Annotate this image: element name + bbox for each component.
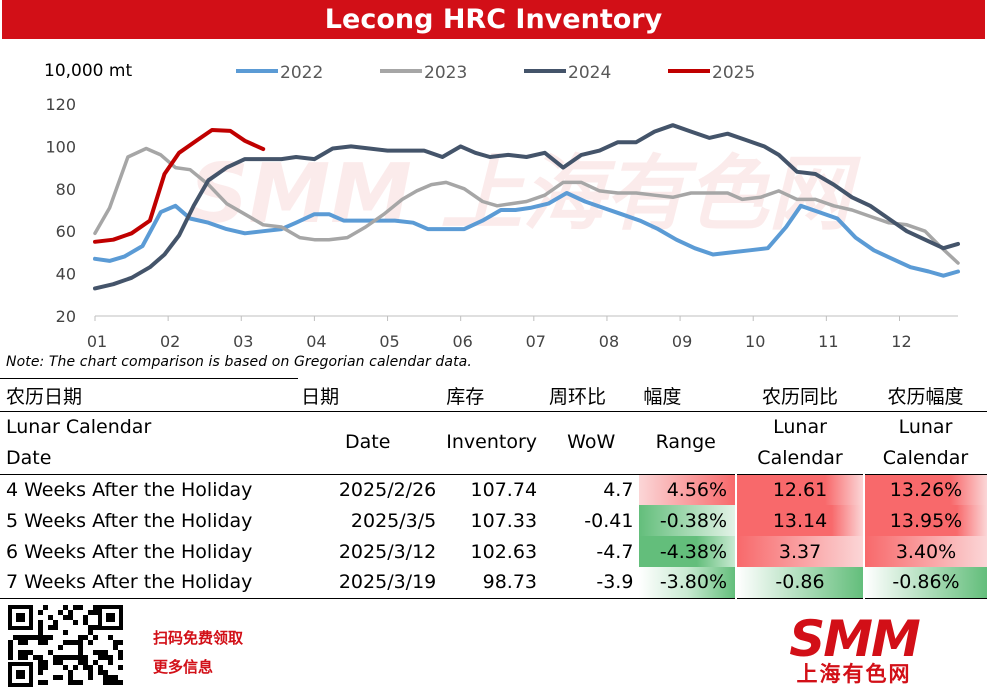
series-lines xyxy=(93,123,960,291)
row-lunar-yoy: 3.37 xyxy=(735,536,864,567)
row-lunar-range: -0.86% xyxy=(862,567,987,599)
header-en-lunar-yoy: Lunar Calendar xyxy=(736,410,864,475)
table-row: 7 Weeks After the Holiday 2025/3/19 98.7… xyxy=(0,567,987,599)
x-tick-label: 08 xyxy=(599,332,619,351)
row-lunar-yoy: -0.86 xyxy=(735,567,864,599)
y-tick-label: 100 xyxy=(45,137,76,156)
y-tick-label: 80 xyxy=(56,180,76,199)
row-lunar-yoy: 12.61 xyxy=(735,474,864,505)
x-axis: 01 02 03 04 05 06 07 08 09 10 11 12 xyxy=(87,315,958,351)
header-cn-range: 幅度 xyxy=(643,385,682,408)
smm-logo: SMM 上海有色网 xyxy=(789,612,922,684)
row-lunar-range: 3.40% xyxy=(862,536,987,567)
x-tick-label: 01 xyxy=(87,332,107,351)
chart-title: Lecong HRC Inventory xyxy=(2,0,985,39)
row-lunar-range: 13.95% xyxy=(862,505,987,536)
cta-line-2: 更多信息 xyxy=(153,658,214,676)
header-en-date: Date xyxy=(295,410,443,475)
legend-label: 2025 xyxy=(712,63,755,83)
row-inventory: 107.33 xyxy=(470,509,538,532)
row-label: 7 Weeks After the Holiday xyxy=(0,567,296,599)
x-tick-label: 12 xyxy=(891,332,911,351)
header-cn-wow: 周环比 xyxy=(549,385,607,408)
x-tick-label: 07 xyxy=(526,332,546,351)
table-header-en: Lunar Calendar Date Date Inventory WoW R… xyxy=(0,410,987,475)
row-date: 2025/3/12 xyxy=(338,540,437,563)
row-label: 5 Weeks After the Holiday xyxy=(6,509,253,532)
unit-label: 10,000 mt xyxy=(44,61,132,81)
x-tick-label: 11 xyxy=(818,332,838,351)
watermark: SMM 上海有色网 xyxy=(190,147,862,242)
header-en-range: Range xyxy=(639,410,737,475)
row-wow: 4.7 xyxy=(603,478,634,501)
chart-legend: 2022 2023 2024 2025 xyxy=(236,63,755,83)
legend-label: 2024 xyxy=(568,63,611,83)
header-cn-date: 日期 xyxy=(301,385,340,408)
cta-line-1: 扫码免费领取 xyxy=(153,629,244,647)
row-wow: -3.9 xyxy=(545,567,640,599)
header-cn-lunar-yoy: 农历同比 xyxy=(762,385,839,408)
series-line-2023 xyxy=(93,146,960,265)
header-en-lunar-date: Lunar Calendar Date xyxy=(0,410,296,475)
row-label: 6 Weeks After the Holiday xyxy=(6,540,253,563)
x-tick-label: 06 xyxy=(452,332,472,351)
row-inventory: 102.63 xyxy=(470,540,538,563)
divider xyxy=(0,378,298,379)
row-range: 4.56% xyxy=(639,474,737,505)
row-date: 2025/3/19 xyxy=(295,567,443,599)
row-wow: -4.7 xyxy=(596,540,634,563)
series-line-2025 xyxy=(93,128,266,244)
row-range: -3.80% xyxy=(639,567,737,599)
row-inventory: 98.73 xyxy=(442,567,546,599)
row-lunar-yoy: 13.14 xyxy=(735,505,864,536)
row-date: 2025/3/5 xyxy=(350,509,437,532)
logo-subtext: 上海有色网 xyxy=(797,662,912,684)
row-inventory: 107.74 xyxy=(470,478,538,501)
table-row: 5 Weeks After the Holiday 2025/3/5 107.3… xyxy=(0,505,987,536)
header-cn-lunar-range: 农历幅度 xyxy=(887,385,964,408)
x-tick-label: 03 xyxy=(233,332,253,351)
header-en-inventory: Inventory xyxy=(442,410,546,475)
series-line-2022 xyxy=(93,191,960,278)
table-row: 4 Weeks After the Holiday 2025/2/26 107.… xyxy=(0,474,987,505)
header-en-wow: WoW xyxy=(545,410,640,475)
row-range: -0.38% xyxy=(639,505,737,536)
row-range: -4.38% xyxy=(639,536,737,567)
legend-label: 2022 xyxy=(280,63,323,83)
y-axis: 20 40 60 80 100 120 xyxy=(45,95,76,326)
x-tick-label: 05 xyxy=(379,332,399,351)
y-tick-label: 20 xyxy=(56,307,76,326)
y-tick-label: 60 xyxy=(56,222,76,241)
inventory-table: 农历日期 日期 库存 周环比 幅度 农历同比 农历幅度 Lunar Calend… xyxy=(0,380,987,599)
row-label: 4 Weeks After the Holiday xyxy=(6,478,253,501)
header-en-lunar-range: Lunar Calendar xyxy=(863,410,987,475)
x-tick-label: 04 xyxy=(306,332,326,351)
chart-note: Note: The chart comparison is based on G… xyxy=(6,354,472,370)
row-lunar-range: 13.26% xyxy=(862,474,987,505)
logo-text: SMM xyxy=(789,612,920,668)
x-tick-label: 09 xyxy=(672,332,692,351)
x-tick-label: 02 xyxy=(160,332,180,351)
table-row: 6 Weeks After the Holiday 2025/3/12 102.… xyxy=(0,536,987,567)
qr-code-icon[interactable] xyxy=(8,605,123,687)
y-tick-label: 120 xyxy=(45,95,76,114)
series-line-2024 xyxy=(93,123,960,291)
row-date: 2025/2/26 xyxy=(338,478,437,501)
y-tick-label: 40 xyxy=(56,265,76,284)
watermark-logo: SMM 上海有色网 xyxy=(190,147,862,242)
row-wow: -0.41 xyxy=(584,509,634,532)
inventory-line-chart: SMM 上海有色网 2022 2023 2024 2025 10,000 mt 20 4… xyxy=(44,61,960,351)
legend-label: 2023 xyxy=(424,63,467,83)
table-header-cn: 农历日期 日期 库存 周环比 幅度 农历同比 农历幅度 xyxy=(0,380,987,411)
header-cn-lunar-date: 农历日期 xyxy=(6,385,83,408)
header-cn-inventory: 库存 xyxy=(446,385,485,408)
x-tick-label: 10 xyxy=(745,332,765,351)
